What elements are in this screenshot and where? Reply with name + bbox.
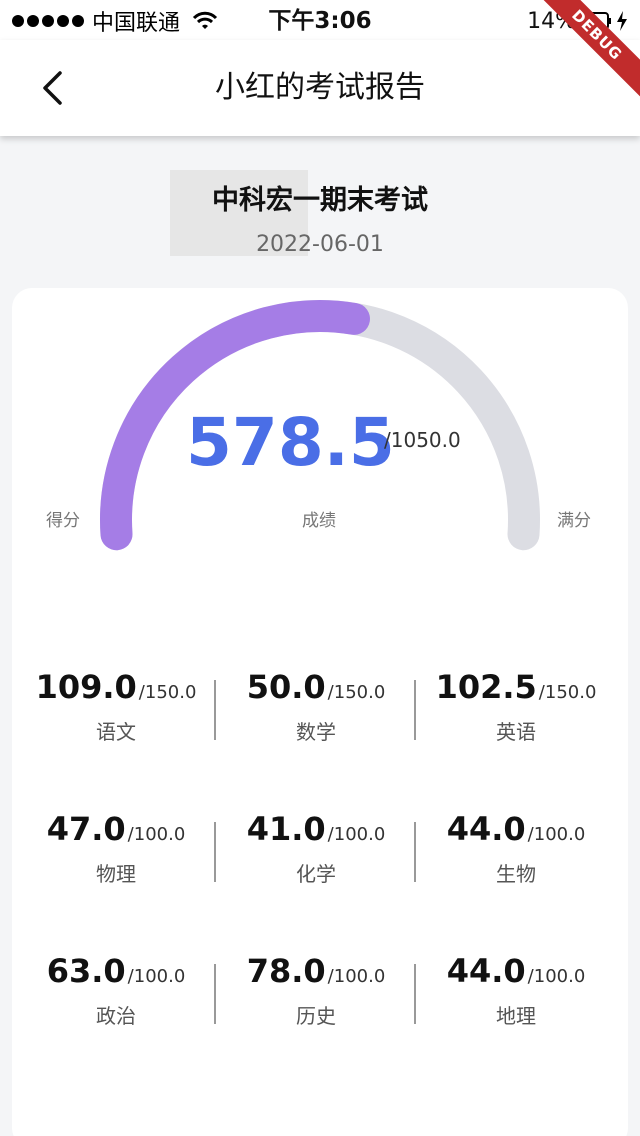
subject-full-score: /150.0 xyxy=(138,682,197,703)
divider xyxy=(214,680,216,740)
subject-full-score: /100.0 xyxy=(127,966,186,987)
subject-name: 英语 xyxy=(496,720,536,744)
subject-cell: 44.0/100.0 生物 xyxy=(416,792,616,912)
page-title: 小红的考试报告 xyxy=(215,70,425,105)
subject-score: 44.0 xyxy=(446,952,526,990)
gauge-center-label: 成绩 xyxy=(302,511,336,531)
divider xyxy=(414,964,416,1024)
subject-score: 41.0 xyxy=(246,810,326,848)
subject-score: 47.0 xyxy=(46,810,126,848)
total-full-score: /1050.0 xyxy=(384,428,461,452)
subject-cell: 47.0/100.0 物理 xyxy=(16,792,216,912)
subject-cell: 63.0/100.0 政治 xyxy=(16,934,216,1054)
subject-full-score: /100.0 xyxy=(127,824,186,845)
subject-cell: 102.5/150.0 英语 xyxy=(416,650,616,770)
status-time: 下午3:06 xyxy=(268,8,372,34)
subject-grid: 109.0/150.0 语文 50.0/150.0 数学 102.5/150.0… xyxy=(16,650,616,1076)
subject-name: 化学 xyxy=(296,862,336,886)
subject-name: 地理 xyxy=(496,1004,536,1028)
divider xyxy=(414,822,416,882)
subject-score: 102.5 xyxy=(435,668,537,706)
app-bar: 小红的考试报告 xyxy=(0,40,640,136)
exam-name: 中科宏一期末考试 xyxy=(212,185,428,216)
subject-name: 数学 xyxy=(296,720,336,744)
exam-thumbnail xyxy=(170,170,308,256)
subject-row: 109.0/150.0 语文 50.0/150.0 数学 102.5/150.0… xyxy=(16,650,616,792)
subject-row: 47.0/100.0 物理 41.0/100.0 化学 44.0/100.0 生… xyxy=(16,792,616,934)
subject-cell: 44.0/100.0 地理 xyxy=(416,934,616,1054)
score-gauge xyxy=(100,300,540,551)
subject-name: 语文 xyxy=(96,720,136,744)
subject-full-score: /100.0 xyxy=(327,966,386,987)
wifi-icon xyxy=(192,11,218,29)
subject-name: 物理 xyxy=(96,862,136,886)
divider xyxy=(414,680,416,740)
subject-full-score: /100.0 xyxy=(527,824,586,845)
status-left: 中国联通 xyxy=(12,6,218,36)
subject-row: 63.0/100.0 政治 78.0/100.0 历史 44.0/100.0 地… xyxy=(16,934,616,1076)
gauge-right-label: 满分 xyxy=(557,511,591,531)
total-score: 578.5 xyxy=(186,404,395,481)
subject-cell: 41.0/100.0 化学 xyxy=(216,792,416,912)
subject-full-score: /150.0 xyxy=(538,682,597,703)
subject-score: 50.0 xyxy=(246,668,326,706)
subject-name: 政治 xyxy=(96,1004,136,1028)
gauge-left-label: 得分 xyxy=(46,511,80,531)
subject-full-score: /150.0 xyxy=(327,682,386,703)
exam-date: 2022-06-01 xyxy=(256,232,384,257)
subject-name: 生物 xyxy=(496,862,536,886)
subject-score: 109.0 xyxy=(35,668,137,706)
carrier-name: 中国联通 xyxy=(92,11,181,36)
charging-bolt-icon xyxy=(617,11,627,31)
subject-cell: 109.0/150.0 语文 xyxy=(16,650,216,770)
subject-score: 44.0 xyxy=(446,810,526,848)
subject-score: 78.0 xyxy=(246,952,326,990)
back-button[interactable] xyxy=(24,60,80,116)
subject-name: 历史 xyxy=(296,1004,336,1028)
subject-cell: 50.0/150.0 数学 xyxy=(216,650,416,770)
subject-score: 63.0 xyxy=(46,952,126,990)
subject-full-score: /100.0 xyxy=(327,824,386,845)
report-card xyxy=(12,288,628,1136)
subject-cell: 78.0/100.0 历史 xyxy=(216,934,416,1054)
divider xyxy=(214,822,216,882)
gauge-progress xyxy=(100,300,370,551)
subject-full-score: /100.0 xyxy=(527,966,586,987)
divider xyxy=(214,964,216,1024)
chevron-left-icon xyxy=(43,71,62,105)
signal-strength-icon xyxy=(12,15,84,27)
